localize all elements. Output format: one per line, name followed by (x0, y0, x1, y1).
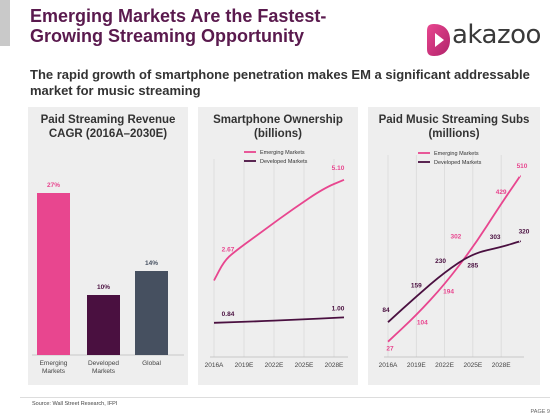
data-label: 1.00 (332, 305, 345, 312)
series-line-1 (213, 316, 345, 324)
x-tick-label: 2016A (379, 362, 398, 369)
akazoo-logo (427, 24, 450, 56)
x-tick-label: 2025E (295, 362, 314, 369)
x-tick-label: 2016A (205, 362, 224, 369)
data-label: 302 (450, 233, 461, 240)
category-label: Developed (88, 360, 119, 367)
title-line-2: Growing Streaming Opportunity (30, 26, 304, 46)
data-label: 194 (443, 288, 454, 295)
source-note: Source: Wall Street Research, IFPI (32, 401, 118, 407)
category-label: Emerging (40, 360, 68, 367)
data-label: 5.10 (332, 165, 345, 172)
page-number: PAGE 9 (530, 409, 550, 415)
category-label: Markets (42, 368, 66, 375)
title-line-1: Emerging Markets Are the Fastest- (30, 6, 327, 26)
data-label: 104 (417, 319, 428, 326)
data-label: 230 (435, 258, 446, 265)
footer-divider (20, 397, 550, 398)
legend-label: Developed Markets (434, 160, 482, 166)
category-label: Global (142, 360, 161, 367)
chart-title-line-2: (billions) (254, 128, 302, 140)
x-tick-label: 2025E (463, 362, 482, 369)
subs-chart: 2016A 2019E 2022E 2025E 2028E Emerging Market… (379, 151, 530, 369)
subs-panel: Paid Music Streaming Subs (millions) 201… (368, 107, 540, 385)
data-label: 510 (517, 163, 528, 170)
x-tick-label: 2022E (265, 362, 284, 369)
bar-1 (87, 295, 120, 355)
legend-label: Emerging Markets (260, 150, 305, 156)
revenue-cagr-chart: 27%EmergingMarkets10%DevelopedMarkets14%… (32, 182, 184, 375)
data-label: 2.67 (222, 246, 235, 253)
series-line-1 (387, 240, 521, 323)
series-line-0 (213, 178, 345, 281)
bar-0 (37, 193, 70, 355)
data-label: 0.84 (222, 311, 235, 318)
data-label: 320 (519, 228, 530, 235)
data-label: 303 (490, 234, 501, 241)
chart-title-line-1: Paid Music Streaming Subs (378, 114, 530, 126)
revenue-cagr-title: Paid Streaming Revenue CAGR (2016A–2030E… (28, 113, 188, 141)
x-tick-label: 2028E (325, 362, 344, 369)
category-label: Markets (92, 368, 116, 375)
x-tick-label: 2028E (492, 362, 511, 369)
bar-value-label: 10% (97, 284, 110, 291)
x-tick-label: 2019E (235, 362, 254, 369)
smartphone-chart: 2016A 2019E 2022E 2025E 2028E Emerging Market… (205, 150, 348, 369)
data-label: 159 (411, 282, 422, 289)
accent-bar (0, 0, 10, 46)
bar-2 (135, 271, 168, 355)
data-label: 429 (496, 189, 507, 196)
data-label: 285 (467, 262, 478, 269)
subs-title: Paid Music Streaming Subs (millions) (368, 113, 540, 141)
chart-title-line-2: CAGR (2016A–2030E) (48, 128, 168, 140)
x-tick-label: 2022E (435, 362, 454, 369)
smartphone-panel: Smartphone Ownership (billions) 2016A 201… (198, 107, 358, 385)
x-tick-label: 2019E (407, 362, 426, 369)
smartphone-title: Smartphone Ownership (billions) (198, 113, 358, 141)
data-label: 84 (382, 307, 390, 314)
subtitle-line-2: market for music streaming (30, 83, 201, 98)
legend-label: Developed Markets (260, 159, 308, 165)
chart-title-line-2: (millions) (428, 128, 480, 140)
chart-title-line-1: Smartphone Ownership (213, 114, 343, 126)
play-icon (435, 33, 444, 47)
revenue-cagr-panel: Paid Streaming Revenue CAGR (2016A–2030E… (28, 107, 188, 385)
page-title: Emerging Markets Are the Fastest- Growin… (30, 6, 360, 46)
chart-title-line-1: Paid Streaming Revenue (40, 114, 176, 126)
bar-value-label: 14% (145, 260, 158, 267)
bar-value-label: 27% (47, 182, 60, 189)
page-subtitle: The rapid growth of smartphone penetrati… (30, 67, 530, 99)
legend-label: Emerging Markets (434, 151, 479, 157)
series-line-0 (387, 175, 521, 343)
subtitle-line-1: The rapid growth of smartphone penetrati… (30, 67, 530, 82)
logo-text: akazoo (452, 20, 541, 50)
data-label: 27 (386, 346, 394, 353)
